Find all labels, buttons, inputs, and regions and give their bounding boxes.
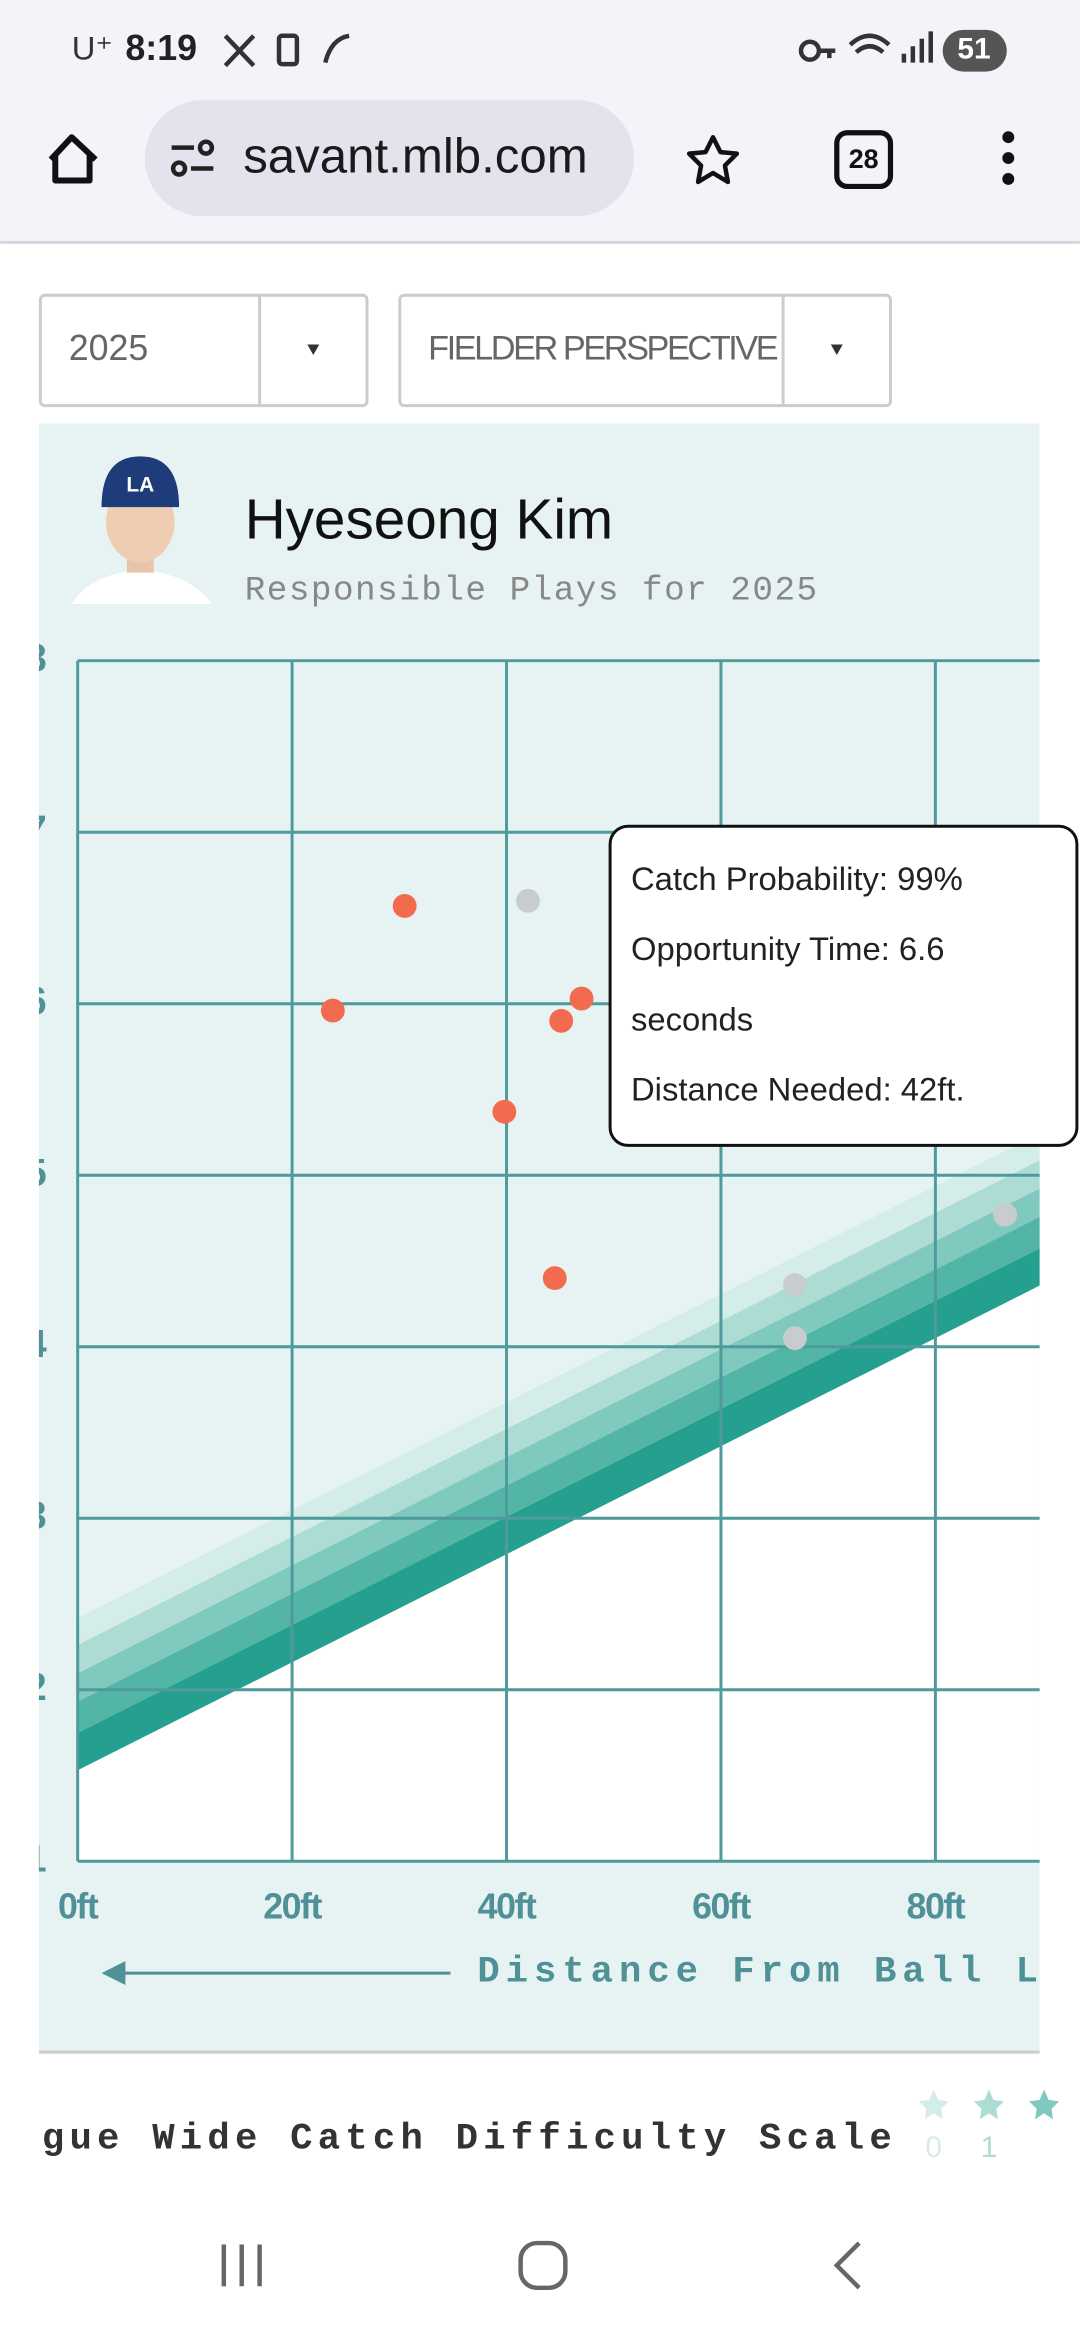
- x-tick-label: 40ft: [478, 1886, 537, 1926]
- bookmark-button[interactable]: [686, 134, 740, 185]
- data-point: [549, 1008, 574, 1033]
- y-tick-label: 1: [25, 1837, 47, 1880]
- home-nav-button[interactable]: [518, 2240, 568, 2291]
- status-icons: [223, 31, 933, 68]
- difficulty-band: [77, 1188, 1040, 1702]
- player-name: Hyeseong Kim: [245, 488, 613, 551]
- y-tick-label: 7: [25, 808, 47, 851]
- home-button[interactable]: [48, 134, 98, 184]
- y-tick-label: 3: [25, 1494, 47, 1537]
- data-point: [993, 1202, 1018, 1227]
- tab-count[interactable]: 28: [849, 144, 879, 174]
- difficulty-band: [77, 1248, 1040, 1771]
- x-tick-label: 0ft: [58, 1886, 99, 1926]
- battery-level: 51: [957, 33, 990, 66]
- data-point: [320, 998, 345, 1023]
- x-axis-label: Distance From Ball La: [477, 1951, 1072, 1993]
- nav-bar: [221, 2240, 861, 2291]
- tooltip-line: seconds: [631, 1000, 753, 1037]
- data-point: [516, 888, 540, 913]
- data-point: [542, 1266, 567, 1291]
- svg-text:LA: LA: [126, 474, 154, 497]
- season[interactable]: 2025: [69, 328, 149, 368]
- x-tick-label: 20ft: [263, 1886, 322, 1926]
- data-point: [783, 1273, 807, 1297]
- site-settings[interactable]: [170, 139, 215, 177]
- y-tick-label: 2: [25, 1666, 47, 1709]
- player-subtitle: Responsible Plays for 2025: [245, 572, 819, 611]
- dropdown-arrow: [830, 344, 843, 355]
- recents-button[interactable]: [221, 2244, 262, 2287]
- tooltip: [608, 824, 1079, 1147]
- x-tick-label: 80ft: [907, 1886, 966, 1926]
- menu-button[interactable]: [1002, 131, 1015, 185]
- carrier: U⁺: [72, 29, 113, 66]
- y-tick-label: 6: [25, 980, 47, 1023]
- scale-stars: [918, 2089, 1060, 2120]
- battery: [942, 29, 1007, 72]
- dropdown-arrow: [307, 344, 320, 355]
- direction-arrow-head: [101, 1961, 126, 1986]
- tooltip-line: Distance Needed: 42ft.: [631, 1070, 965, 1107]
- plot-background: [77, 1285, 1040, 1862]
- data-point: [392, 894, 417, 918]
- star-label: 1: [981, 2131, 998, 2164]
- url[interactable]: savant.mlb.com: [243, 129, 588, 184]
- tabs-button[interactable]: [834, 130, 894, 190]
- back-button[interactable]: [833, 2241, 861, 2290]
- star-label: 0: [925, 2131, 942, 2164]
- perspective-select[interactable]: [398, 293, 892, 408]
- clock: 8:19: [125, 28, 197, 68]
- data-point: [783, 1326, 807, 1351]
- season-select[interactable]: [38, 293, 369, 408]
- data-point: [569, 986, 594, 1011]
- y-tick-label: 8: [25, 637, 47, 680]
- tooltip-text: Catch Probability: 99% Opportunity Time: …: [631, 860, 965, 1107]
- y-tick-label: 4: [25, 1323, 47, 1366]
- tooltip-line: Catch Probability: 99%: [631, 860, 963, 897]
- url-bar[interactable]: [144, 99, 634, 217]
- perspective[interactable]: FIELDER PERSPECTIVE: [428, 330, 778, 368]
- data-point: [492, 1099, 517, 1124]
- x-tick-label: 60ft: [692, 1886, 751, 1926]
- scale-title: gue Wide Catch Difficulty Scale: [42, 2119, 897, 2161]
- player-photo: LA: [71, 456, 212, 605]
- y-tick-label: 5: [25, 1151, 47, 1194]
- tooltip-line: Opportunity Time: 6.6: [631, 930, 945, 967]
